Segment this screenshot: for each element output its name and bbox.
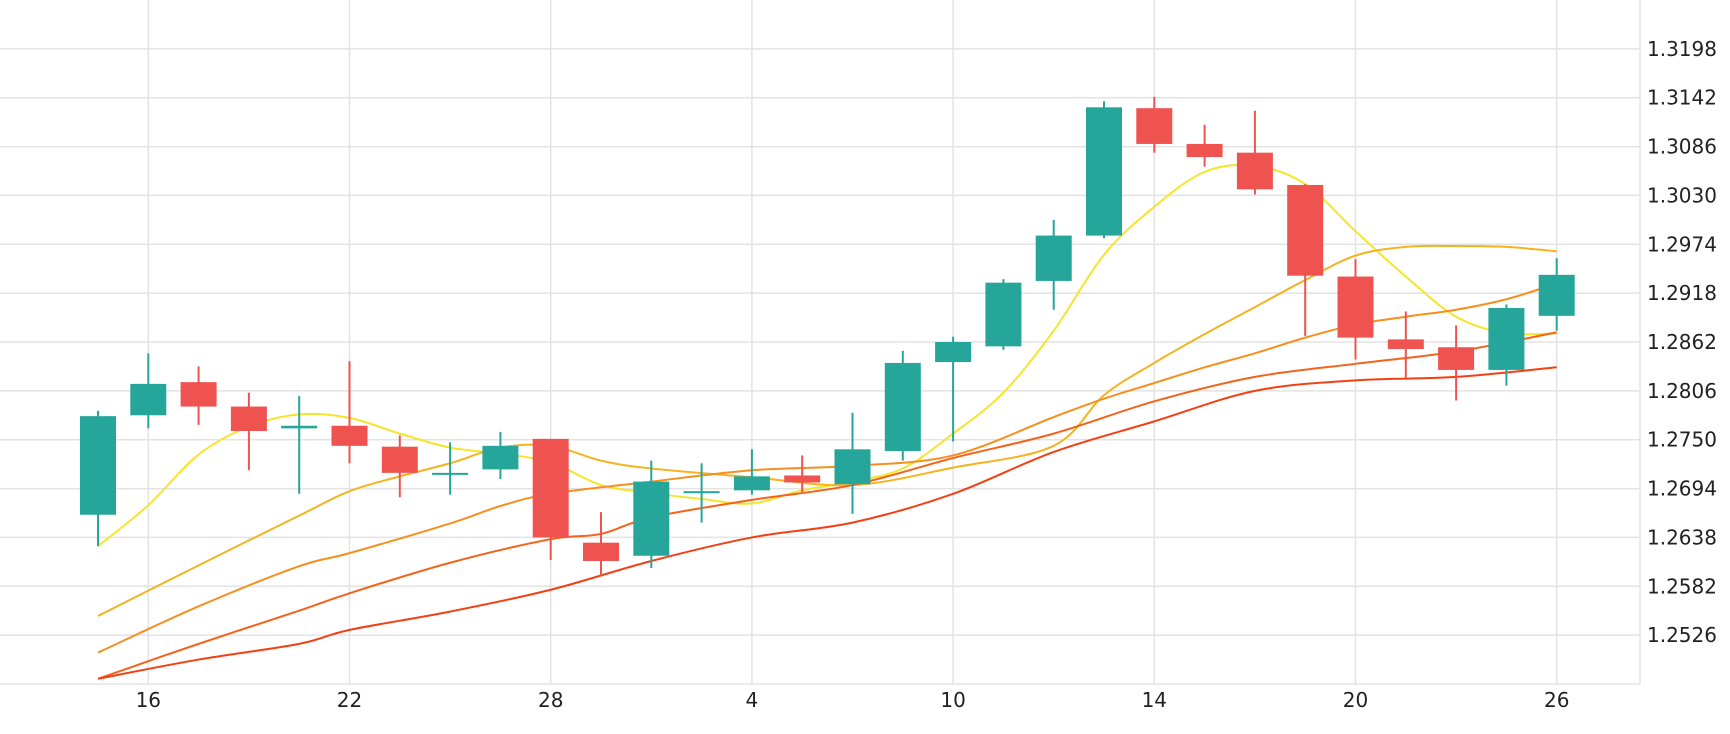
candle-body xyxy=(834,449,871,485)
candle xyxy=(583,512,619,576)
candle xyxy=(1035,219,1072,310)
candle xyxy=(1287,184,1324,336)
candle xyxy=(633,460,670,568)
candle xyxy=(432,442,469,495)
y-tick-label: 1.3198 xyxy=(1647,37,1717,61)
candle xyxy=(1186,124,1223,167)
candle-body xyxy=(432,472,469,475)
candle xyxy=(180,366,217,425)
candle xyxy=(683,463,720,523)
candle xyxy=(834,412,871,514)
y-tick-label: 1.2750 xyxy=(1647,428,1717,452)
candle xyxy=(935,336,972,442)
y-tick-label: 1.2694 xyxy=(1647,477,1717,501)
x-tick-label: 14 xyxy=(1142,688,1167,712)
x-tick-label: 22 xyxy=(337,688,362,712)
candle xyxy=(482,431,519,479)
candle-body xyxy=(80,416,116,515)
x-tick-label: 10 xyxy=(940,688,965,712)
candle-body xyxy=(482,445,519,470)
candle xyxy=(884,350,921,461)
x-tick-label: 4 xyxy=(746,688,759,712)
candle-body xyxy=(1236,152,1273,190)
candle-body xyxy=(1438,347,1475,370)
candle-body xyxy=(331,425,368,446)
y-tick-label: 1.2974 xyxy=(1647,232,1717,256)
candle-body xyxy=(784,475,821,483)
y-tick-label: 1.2806 xyxy=(1647,379,1717,403)
candle xyxy=(1337,259,1374,360)
candle xyxy=(784,455,821,493)
candle-body xyxy=(1186,143,1223,158)
y-tick-label: 1.2638 xyxy=(1647,525,1717,549)
candle xyxy=(1236,110,1273,195)
candle-body xyxy=(985,282,1022,347)
x-tick-label: 28 xyxy=(538,688,563,712)
candle-body xyxy=(633,481,670,556)
y-tick-label: 1.3086 xyxy=(1647,135,1717,159)
candle-body xyxy=(180,382,217,407)
y-tick-label: 1.3030 xyxy=(1647,183,1717,207)
candle-body xyxy=(1035,235,1072,281)
candle-body xyxy=(281,425,318,429)
moving-average-line-3 xyxy=(97,282,1557,654)
candle-body xyxy=(683,491,720,494)
x-tick-label: 26 xyxy=(1544,688,1569,712)
candle-body xyxy=(1488,307,1525,370)
y-tick-label: 1.2582 xyxy=(1647,574,1717,598)
candle xyxy=(331,361,368,464)
axes: 1.2526 1.2582 1.2638 1.2694 1.2750 1.2806 1.28… xyxy=(0,0,1717,712)
candle-body xyxy=(1337,276,1374,338)
x-tick-label: 20 xyxy=(1343,688,1368,712)
candle-body xyxy=(583,542,619,561)
candle-body xyxy=(532,438,569,538)
candle-body xyxy=(733,476,770,491)
y-tick-label: 1.2862 xyxy=(1647,330,1717,354)
candle-body xyxy=(130,383,167,416)
candle xyxy=(1438,325,1475,401)
y-tick-label: 1.2918 xyxy=(1647,281,1717,305)
candle xyxy=(1538,258,1575,331)
candle-body xyxy=(1136,108,1173,144)
candle xyxy=(381,435,418,498)
candle xyxy=(230,392,267,471)
candle xyxy=(1086,101,1122,239)
candle-body xyxy=(935,342,972,363)
candle-body xyxy=(1538,274,1575,316)
candles xyxy=(80,96,1575,576)
moving-average-line-5 xyxy=(97,366,1557,680)
candle-body xyxy=(1086,107,1122,236)
candle xyxy=(733,449,770,495)
y-tick-label: 1.3142 xyxy=(1647,86,1717,110)
candle xyxy=(532,438,569,561)
moving-average-line-4 xyxy=(97,331,1557,680)
candle-body xyxy=(1387,339,1424,349)
candle xyxy=(1387,311,1424,378)
candle xyxy=(985,279,1022,350)
candle xyxy=(80,410,116,547)
candle xyxy=(281,396,318,494)
candle-body xyxy=(1287,184,1324,276)
candle xyxy=(130,353,167,429)
x-tick-label: 16 xyxy=(136,688,161,712)
candle-body xyxy=(884,362,921,452)
candle-body xyxy=(230,406,267,431)
candle xyxy=(1136,96,1173,153)
moving-averages xyxy=(97,163,1557,680)
y-tick-label: 1.2526 xyxy=(1647,623,1717,647)
candle xyxy=(1488,304,1525,386)
candle-body xyxy=(381,446,418,473)
